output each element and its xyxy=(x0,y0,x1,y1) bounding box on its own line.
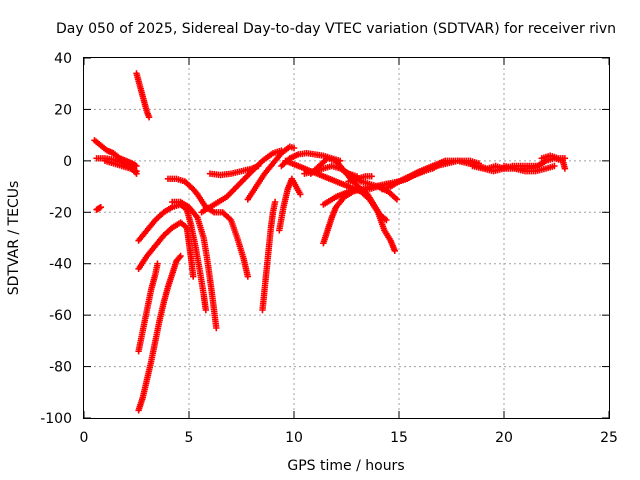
data-point xyxy=(145,113,153,121)
y-tick-label: -80 xyxy=(49,360,72,376)
y-tick-label: -40 xyxy=(49,257,72,273)
y-tick-label: -20 xyxy=(49,205,72,221)
x-tick-label: 15 xyxy=(390,430,408,446)
data-point xyxy=(393,196,401,203)
data-point xyxy=(561,155,569,162)
x-tick-label: 10 xyxy=(285,430,303,446)
series-arc-10 xyxy=(169,198,220,332)
data-point xyxy=(391,247,398,255)
series-arc-17 xyxy=(276,175,304,234)
x-tick-label: 0 xyxy=(80,430,89,446)
axis-ticks xyxy=(83,57,610,419)
y-tick-label: 0 xyxy=(63,154,72,170)
series-arc-06 xyxy=(135,252,184,414)
series-arc-01 xyxy=(93,203,104,213)
y-tick-label: -100 xyxy=(40,411,72,427)
tick-labels: 0 5 10 15 20 25 -100 -80 -60 -40 -20 0 20 40 xyxy=(40,51,618,446)
data-point xyxy=(177,252,184,260)
data-point xyxy=(290,144,298,152)
series-arc-16 xyxy=(259,198,279,314)
data-point xyxy=(551,162,558,170)
y-axis-label: SDTVAR / TECUs xyxy=(6,181,22,296)
series-arc-05 xyxy=(133,70,153,121)
data-point xyxy=(297,191,304,198)
plot-frame xyxy=(83,57,610,419)
data-point xyxy=(383,216,390,224)
data-point xyxy=(244,273,251,280)
x-tick-label: 20 xyxy=(495,430,513,446)
series-arc-07 xyxy=(135,260,161,355)
y-tick-label: 40 xyxy=(54,51,72,67)
data-point xyxy=(202,306,209,314)
series-arc-15 xyxy=(244,143,298,203)
x-axis-label: GPS time / hours xyxy=(287,458,404,474)
y-tick-label: 20 xyxy=(54,102,72,118)
data-point xyxy=(213,324,220,332)
data-marks xyxy=(91,70,569,414)
y-tick-label: -60 xyxy=(49,308,72,324)
x-tick-label: 5 xyxy=(185,430,194,446)
chart-title: Day 050 of 2025, Sidereal Day-to-day VTE… xyxy=(56,21,616,37)
data-point xyxy=(368,173,375,180)
series-arc-04 xyxy=(101,157,140,175)
data-point xyxy=(154,260,161,267)
data-point xyxy=(133,167,140,175)
series-arc-14 xyxy=(198,147,285,216)
x-tick-label: 25 xyxy=(600,430,618,446)
series-arc-25 xyxy=(345,173,375,185)
data-point xyxy=(190,273,197,280)
data-point xyxy=(97,203,104,211)
data-point xyxy=(561,165,569,172)
data-point xyxy=(176,254,183,261)
series-arc-09 xyxy=(135,219,197,280)
data-point xyxy=(271,198,279,206)
series-arc-31 xyxy=(538,152,569,162)
